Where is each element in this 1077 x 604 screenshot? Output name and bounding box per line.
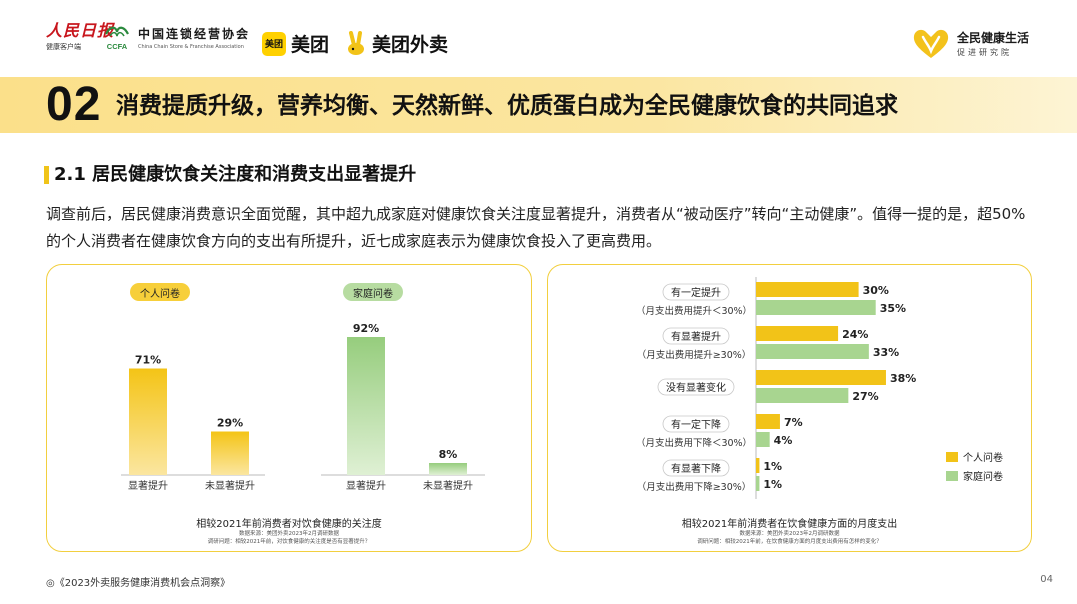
- spending-data-label: 7%: [784, 416, 803, 429]
- attention-bar: [347, 337, 385, 475]
- spending-category-label: 有显著提升: [671, 330, 721, 343]
- spending-bar: [756, 370, 886, 385]
- meituan-name: 美团: [291, 34, 330, 56]
- attention-data-label: 71%: [135, 354, 161, 367]
- spending-bar: [756, 432, 770, 447]
- people-daily-logo: 人民日报 健康客户端: [46, 22, 114, 52]
- spending-bar: [756, 326, 839, 341]
- ccfa-name-en: China Chain Store & Franchise Associatio…: [138, 43, 244, 50]
- spending-bar: [756, 458, 760, 473]
- title-banner: 02 消费提质升级，营养均衡、天然新鲜、优质蛋白成为全民健康饮食的共同追求: [0, 77, 1077, 133]
- spending-chart-footer: 相较2021年前消费者在饮食健康方面的月度支出 数据来源：美团外卖2023年2月…: [548, 515, 1031, 546]
- attention-category-label: 显著提升: [128, 479, 168, 492]
- page-number: 04: [1040, 574, 1053, 585]
- spending-category-label: 有一定提升: [671, 286, 721, 299]
- legend-swatch: [946, 452, 958, 462]
- legend-swatch: [946, 471, 958, 481]
- pill-personal: 个人问卷: [130, 283, 190, 301]
- attention-bar: [429, 463, 467, 475]
- ccfa-logo: CCFA 中国连锁经营协会 China Chain Store & Franch…: [102, 24, 250, 52]
- pill-family: 家庭问卷: [343, 283, 403, 301]
- meituan-box-icon: 美团: [262, 31, 286, 56]
- attention-chart-question: 调研问题：相较2021年前，对饮食健康的关注度是否有显著提升？: [207, 539, 371, 545]
- attention-data-label: 8%: [439, 448, 458, 461]
- chapter-number: 02: [46, 78, 102, 131]
- health-institute-logo: 全民健康生活 促进研究院: [911, 27, 1029, 61]
- attention-category-label: 显著提升: [346, 479, 386, 492]
- meituan-waimai-logo: 美团外卖: [346, 30, 448, 57]
- spending-bar: [756, 414, 780, 429]
- chapter-title: 消费提质升级，营养均衡、天然新鲜、优质蛋白成为全民健康饮食的共同追求: [116, 93, 898, 119]
- spending-chart: 有一定提升 （月支出费用提升＜30%） 30% 35% 有显著提升 （月支出费用提升≥30…: [636, 277, 1003, 499]
- report-source-footer: ◎《2023外卖服务健康消费机会点洞察》: [46, 578, 231, 589]
- attention-bar: [129, 368, 167, 475]
- spending-category-label: 有显著下降: [671, 462, 721, 475]
- spending-category-label: 有一定下降: [671, 418, 721, 431]
- spending-data-label: 33%: [873, 346, 899, 359]
- meituan-waimai-name: 美团外卖: [372, 34, 449, 56]
- spending-bar: [756, 388, 849, 403]
- spending-category-pill: [662, 415, 730, 433]
- spending-bar: [756, 476, 760, 491]
- spending-chart-title: 相较2021年前消费者在饮食健康方面的月度支出: [681, 519, 898, 530]
- spending-category-label: 没有显著变化: [666, 381, 726, 394]
- legend-label: 家庭问卷: [963, 470, 1003, 483]
- spending-category-sub: （月支出费用下降＜30%）: [636, 437, 752, 449]
- attention-data-label: 92%: [353, 322, 379, 335]
- ccfa-name-cn: 中国连锁经营协会: [138, 26, 251, 41]
- ccfa-mark-icon: CCFA: [102, 24, 132, 52]
- spending-data-label: 24%: [842, 328, 868, 341]
- section-accent-bar: [44, 166, 49, 184]
- attention-chart: 71% 显著提升 29% 未显著提升 92% 显著提升 8% 未显著提升: [121, 322, 485, 492]
- attention-category-label: 未显著提升: [423, 479, 473, 492]
- ccfa-mark-text: CCFA: [107, 42, 128, 51]
- spending-category-sub: （月支出费用下降≥30%）: [637, 481, 752, 493]
- attention-chart-source: 数据来源：美团外卖2023年2月调研数据: [239, 531, 339, 537]
- spending-data-label: 35%: [880, 302, 906, 315]
- spending-category-sub: （月支出费用提升＜30%）: [636, 305, 752, 317]
- spending-category-pill: [657, 378, 735, 396]
- meituan-logo: 美团 美团: [262, 30, 329, 57]
- spending-category-pill: [662, 459, 730, 477]
- section-body: 调查前后，居民健康消费意识全面觉醒，其中超九成家庭对健康饮食关注度显著提升，消费…: [46, 205, 1026, 250]
- heart-icon: [911, 27, 951, 61]
- spending-data-label: 4%: [774, 434, 793, 447]
- spending-category-pill: [662, 327, 730, 345]
- spending-category-pill: [662, 283, 730, 301]
- spending-data-label: 1%: [763, 460, 782, 473]
- spending-data-label: 30%: [863, 284, 889, 297]
- logo-bar: 人民日报 健康客户端 CCFA 中国连锁经营协会 China Chain Sto…: [0, 0, 1077, 70]
- legend-label: 个人问卷: [963, 451, 1003, 464]
- people-daily-sub: 健康客户端: [46, 43, 81, 51]
- spending-category-sub: （月支出费用提升≥30%）: [637, 349, 752, 361]
- spending-bar: [756, 344, 869, 359]
- health-logo-subtitle: 促进研究院: [957, 47, 1012, 57]
- spending-chart-panel: 有一定提升 （月支出费用提升＜30%） 30% 35% 有显著提升 （月支出费用提升≥30…: [547, 264, 1032, 552]
- attention-bar: [211, 431, 249, 475]
- spending-chart-question: 调研问题：相较2021年前，在饮食健康方面的月度支出费用有怎样的变化？: [697, 539, 882, 545]
- attention-chart-panel: 71% 显著提升 29% 未显著提升 92% 显著提升 8% 未显著提升 个人问卷 家庭问卷 …: [46, 264, 532, 552]
- attention-chart-title: 相较2021年前消费者对饮食健康的关注度: [196, 519, 382, 530]
- spending-bar: [756, 282, 859, 297]
- spending-chart-source: 数据来源：美团外卖2023年2月调研数据: [739, 531, 840, 537]
- people-daily-name: 人民日报: [46, 21, 115, 40]
- spending-data-label: 27%: [852, 390, 878, 403]
- spending-data-label: 1%: [763, 478, 782, 491]
- health-logo-title: 全民健康生活: [957, 30, 1030, 45]
- kangaroo-icon: [346, 30, 368, 57]
- attention-category-label: 未显著提升: [205, 479, 255, 492]
- spending-data-label: 38%: [890, 372, 916, 385]
- attention-chart-footer: 相较2021年前消费者对饮食健康的关注度 数据来源：美团外卖2023年2月调研数…: [47, 515, 531, 546]
- spending-bar: [756, 300, 876, 315]
- attention-data-label: 29%: [217, 417, 243, 430]
- section-title: 2.1 居民健康饮食关注度和消费支出显著提升: [54, 164, 417, 185]
